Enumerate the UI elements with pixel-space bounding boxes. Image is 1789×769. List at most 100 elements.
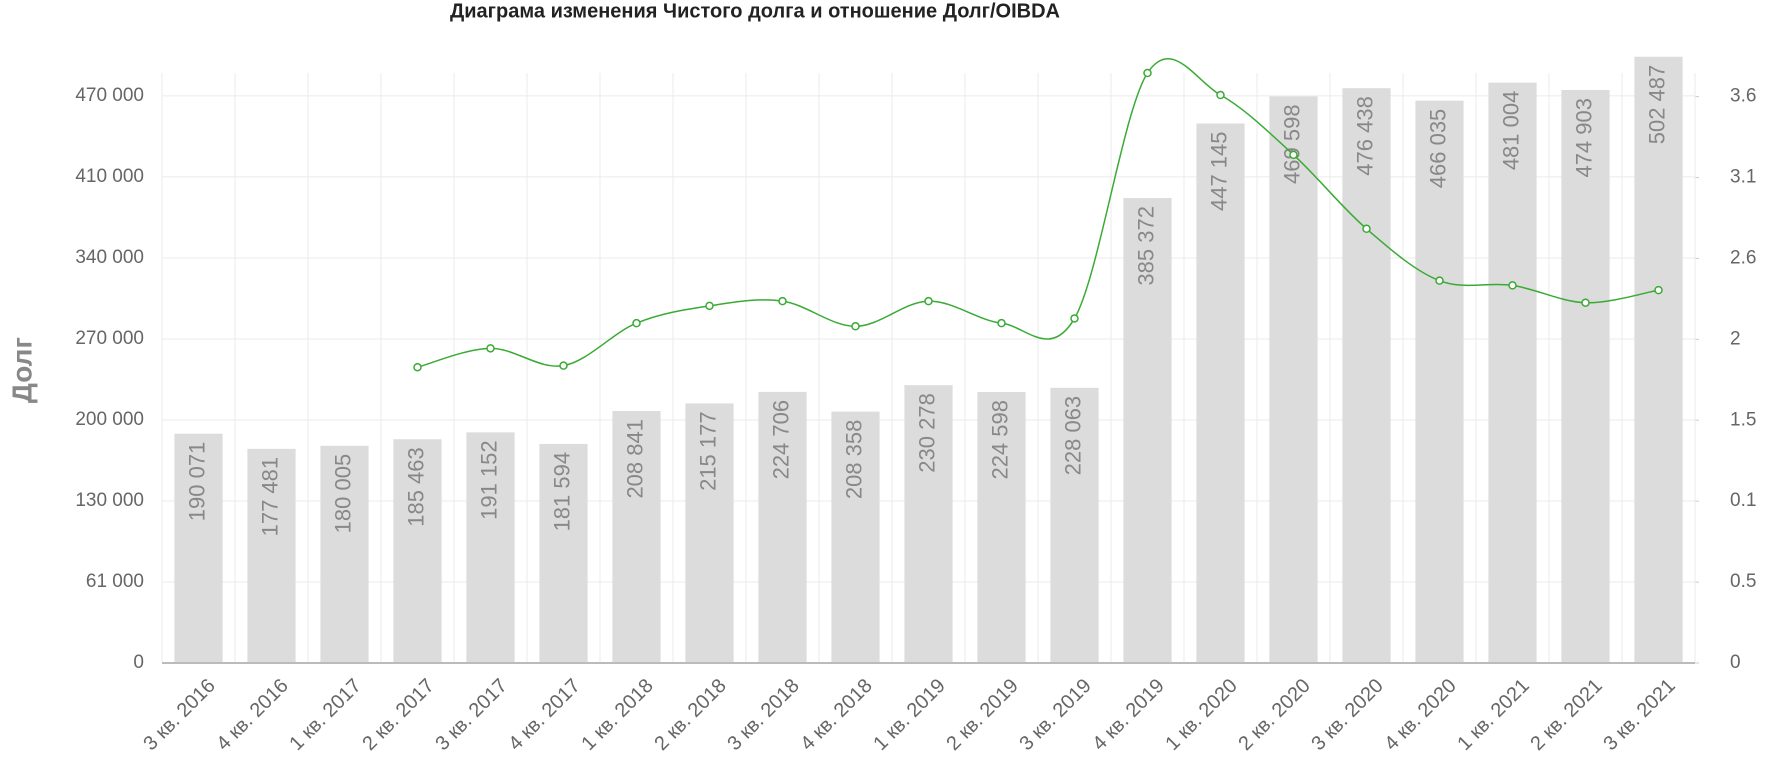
y2-tick-label: 0.1 xyxy=(1730,490,1756,511)
line-point xyxy=(1654,285,1663,295)
x-tick-label: 2 кв. 2017 xyxy=(358,675,438,755)
y-tick-label: 270 000 xyxy=(75,328,144,349)
bar-value-label: 228 063 xyxy=(1060,396,1085,476)
bar xyxy=(174,433,223,663)
line-point xyxy=(924,296,933,306)
bar xyxy=(1415,100,1464,664)
x-tick-label: 4 кв. 2016 xyxy=(212,675,292,755)
x-tick-label: 4 кв. 2020 xyxy=(1380,675,1460,755)
bar xyxy=(393,439,442,663)
bar-value-label: 177 481 xyxy=(257,457,282,537)
y-tick-label: 0 xyxy=(133,652,144,673)
y-tick-label: 410 000 xyxy=(75,166,144,187)
bar xyxy=(1634,56,1683,663)
bar-value-label: 466 035 xyxy=(1425,109,1450,189)
x-tick-label: 3 кв. 2016 xyxy=(139,675,219,755)
x-tick-label: 4 кв. 2018 xyxy=(796,675,876,755)
y2-tick-label: 2 xyxy=(1730,328,1741,349)
bar-value-label: 469 598 xyxy=(1279,104,1304,184)
line-point xyxy=(1289,150,1298,160)
bar xyxy=(466,432,515,663)
bar-value-label: 208 358 xyxy=(841,420,866,500)
bar xyxy=(1269,96,1318,663)
y-tick-label: 200 000 xyxy=(75,409,144,430)
bar xyxy=(247,448,296,663)
x-tick-label: 4 кв. 2017 xyxy=(504,675,584,755)
bar-value-label: 181 594 xyxy=(549,452,574,532)
line-point xyxy=(1581,298,1590,307)
x-tick-label: 1 кв. 2018 xyxy=(577,675,657,755)
bar-value-label: 190 071 xyxy=(184,442,209,522)
x-tick-label: 4 кв. 2019 xyxy=(1088,675,1168,755)
y2-tick-label: 0 xyxy=(1730,652,1741,673)
line-point xyxy=(851,322,860,331)
bar xyxy=(1050,387,1099,663)
bar xyxy=(904,385,953,663)
x-tick-label: 1 кв. 2019 xyxy=(869,675,949,755)
bar xyxy=(1342,88,1391,663)
chart-title: Диаграма изменения Чистого долга и отнош… xyxy=(450,0,1060,22)
bar xyxy=(1488,82,1537,663)
bar-value-label: 208 841 xyxy=(622,419,647,499)
x-tick-label: 3 кв. 2019 xyxy=(1015,675,1095,755)
y2-tick-label: 3.1 xyxy=(1730,166,1756,187)
bar-value-label: 385 372 xyxy=(1133,206,1158,286)
x-tick-label: 1 кв. 2017 xyxy=(285,675,365,755)
x-tick-label: 1 кв. 2021 xyxy=(1453,675,1533,755)
y2-tick-label: 2.6 xyxy=(1730,248,1756,269)
x-tick-label: 2 кв. 2018 xyxy=(650,675,730,755)
line-point xyxy=(997,318,1006,328)
bar-value-label: 224 598 xyxy=(987,400,1012,480)
bar xyxy=(612,411,661,663)
bar-value-label: 230 278 xyxy=(914,393,939,473)
line-point xyxy=(1070,314,1079,323)
x-tick-label: 2 кв. 2020 xyxy=(1234,675,1314,755)
bar-value-label: 481 004 xyxy=(1498,91,1523,171)
x-tick-label: 2 кв. 2019 xyxy=(942,675,1022,755)
bar-value-label: 224 706 xyxy=(768,400,793,480)
y-tick-label: 340 000 xyxy=(75,247,144,268)
line-point xyxy=(1216,90,1225,100)
x-tick-label: 3 кв. 2021 xyxy=(1599,675,1679,755)
y-tick-label: 61 000 xyxy=(86,571,144,592)
bar xyxy=(1123,198,1172,663)
line-point xyxy=(559,361,568,370)
line-point xyxy=(1508,281,1517,290)
bar xyxy=(539,443,588,663)
bar xyxy=(320,445,369,663)
bar xyxy=(758,391,807,663)
bar-value-label: 476 438 xyxy=(1352,96,1377,176)
bar-value-label: 502 487 xyxy=(1644,65,1669,145)
bar-value-label: 447 145 xyxy=(1206,131,1231,211)
x-tick-label: 3 кв. 2020 xyxy=(1307,675,1387,755)
y2-tick-label: 0.5 xyxy=(1730,571,1756,592)
y2-tick-label: 3.6 xyxy=(1730,86,1756,107)
bar xyxy=(1561,90,1610,663)
bar-value-label: 215 177 xyxy=(695,411,720,491)
bar xyxy=(1196,123,1245,664)
y-tick-label: 130 000 xyxy=(75,490,144,511)
line-point xyxy=(705,301,714,311)
y-tick-label: 470 000 xyxy=(75,85,144,106)
line-point xyxy=(486,344,495,353)
x-tick-label: 3 кв. 2018 xyxy=(723,675,803,755)
line-point xyxy=(632,318,641,328)
bar-value-label: 474 903 xyxy=(1571,98,1596,178)
x-tick-label: 1 кв. 2020 xyxy=(1161,675,1241,755)
bar xyxy=(977,392,1026,663)
x-tick-label: 2 кв. 2021 xyxy=(1526,675,1606,755)
x-tick-label: 3 кв. 2017 xyxy=(431,675,511,755)
line-point xyxy=(1143,68,1152,78)
bar-value-label: 185 463 xyxy=(403,447,428,527)
line-point xyxy=(778,296,787,306)
bar-value-label: 191 152 xyxy=(476,440,501,520)
line-point xyxy=(1435,276,1444,285)
bar xyxy=(831,411,880,663)
bar-value-label: 180 005 xyxy=(330,454,355,534)
line-point xyxy=(413,362,422,372)
y2-tick-label: 1.5 xyxy=(1730,409,1756,430)
y-axis-title: Долг xyxy=(6,337,37,403)
bar xyxy=(685,403,734,663)
